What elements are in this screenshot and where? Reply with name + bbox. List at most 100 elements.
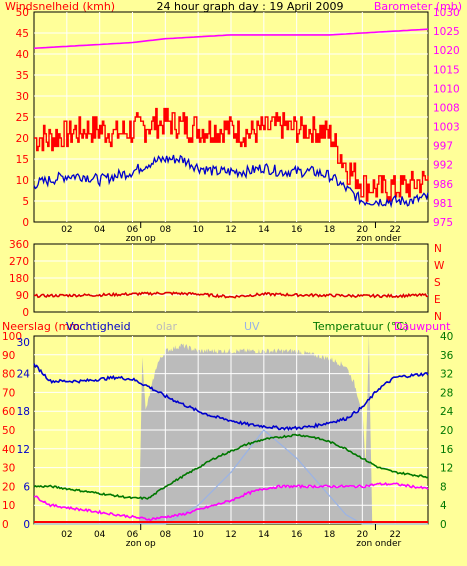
top-right-tick: 1025 [433, 26, 460, 38]
bot-right-tick: 28 [440, 387, 453, 399]
mid-direction-letter: S [434, 277, 441, 289]
top-left-tick: 40 [16, 49, 29, 61]
top-right-tick: 992 [433, 160, 453, 172]
bot-hour-label: 22 [389, 530, 400, 540]
bottom-dewpoint-title: Dauwpunt [394, 320, 451, 333]
bot-hour-label: 20 [357, 530, 369, 540]
bot-hour-label: 10 [192, 530, 204, 540]
top-left-axis-title: Windsnelheid (kmh) [5, 0, 115, 13]
bot-rain-tick: 18 [17, 406, 30, 418]
bot-rain-tick: 6 [23, 481, 30, 493]
bottom-uv-title: UV [244, 320, 260, 333]
bot-right-tick: 40 [440, 331, 453, 343]
top-right-tick: 1020 [433, 45, 460, 57]
wind-avg-series [33, 154, 429, 209]
top-hour-label: 12 [225, 225, 236, 235]
bot-left-tick: 10 [2, 500, 15, 512]
top-hour-label: 04 [94, 225, 106, 235]
bot-hour-label: 12 [225, 530, 236, 540]
mid-direction-letter: E [434, 294, 441, 306]
top-left-tick: 35 [16, 70, 29, 82]
bot-right-tick: 32 [440, 369, 453, 381]
bot-left-tick: 50 [2, 425, 15, 437]
top-hour-label: 18 [324, 225, 336, 235]
bot-left-tick: 20 [2, 481, 15, 493]
bottom-temperature-title: Temperatuur (°C) [312, 320, 408, 333]
mid-left-tick: 180 [9, 273, 29, 285]
bot-sunrise-label: zon op [126, 539, 156, 549]
top-right-tick: 975 [433, 217, 453, 229]
top-left-tick: 50 [16, 7, 29, 19]
top-hour-label: 08 [160, 225, 172, 235]
top-right-axis-title: Barometer (mb) [374, 0, 462, 13]
top-left-tick: 45 [16, 28, 29, 40]
top-right-tick: 1015 [433, 64, 460, 76]
dewpoint-series [33, 481, 429, 522]
bot-hour-label: 18 [324, 530, 336, 540]
bot-left-tick: 60 [2, 406, 15, 418]
top-left-tick: 30 [16, 91, 29, 103]
top-left-tick: 25 [16, 112, 29, 124]
top-right-tick: 1003 [433, 122, 460, 134]
top-hour-label: 02 [61, 225, 72, 235]
chart-title: 24 hour graph day : 19 April 2009 [157, 0, 344, 13]
bot-hour-label: 04 [94, 530, 106, 540]
bot-rain-tick: 24 [17, 369, 31, 381]
top-right-tick: 981 [433, 198, 453, 210]
top-hour-label: 14 [258, 225, 270, 235]
top-hour-label: 22 [389, 225, 400, 235]
bot-right-tick: 4 [440, 500, 447, 512]
mid-direction-letter: N [434, 311, 442, 323]
bot-left-tick: 40 [2, 444, 15, 456]
bottom-solar-title: olar [156, 320, 178, 333]
top-right-tick: 986 [433, 179, 453, 191]
top-hour-label: 06 [127, 225, 139, 235]
top-hour-label: 16 [291, 225, 303, 235]
bot-sunset-label: zon onder [356, 539, 401, 549]
top-panel: 5045403530252015105010301025102010151010… [16, 7, 460, 244]
top-left-tick: 0 [22, 217, 29, 229]
bot-hour-label: 08 [160, 530, 172, 540]
mid-direction-letter: N [434, 243, 442, 255]
top-sunset-label: zon onder [356, 234, 401, 244]
bot-left-tick: 90 [2, 350, 15, 362]
bot-hour-label: 16 [291, 530, 303, 540]
humidity-series [33, 363, 429, 432]
top-left-tick: 20 [16, 133, 29, 145]
bot-right-tick: 24 [440, 406, 454, 418]
bot-right-tick: 36 [440, 350, 454, 362]
top-hour-label: 10 [192, 225, 204, 235]
bot-right-tick: 8 [440, 481, 447, 493]
bot-hour-label: 02 [61, 530, 72, 540]
bot-left-tick: 70 [2, 387, 15, 399]
uv-series [34, 429, 428, 525]
bot-left-tick: 30 [2, 463, 15, 475]
mid-left-tick: 360 [9, 239, 29, 251]
bot-rain-tick: 12 [17, 444, 30, 456]
bottom-panel: 1009080706050403020100302418126040363228… [2, 331, 454, 549]
bot-left-tick: 100 [2, 331, 22, 343]
direction-series [33, 291, 429, 299]
barometer-series [33, 28, 429, 50]
top-right-tick: 1030 [433, 7, 460, 19]
bot-right-tick: 12 [440, 463, 453, 475]
top-right-tick: 997 [433, 141, 453, 153]
temperature-series [33, 433, 428, 501]
bottom-humidity-title: Vochtigheid [66, 320, 131, 333]
wind-gust-series [34, 107, 429, 202]
bot-hour-label: 14 [258, 530, 270, 540]
mid-left-tick: 90 [16, 290, 29, 302]
top-right-tick: 1008 [433, 102, 460, 114]
mid-left-tick: 270 [9, 256, 29, 268]
top-sunrise-label: zon op [126, 234, 156, 244]
top-left-tick: 5 [22, 196, 29, 208]
bot-right-tick: 16 [440, 444, 454, 456]
top-right-tick: 1010 [433, 83, 460, 95]
top-left-tick: 10 [16, 175, 29, 187]
bot-hour-label: 06 [127, 530, 139, 540]
mid-direction-letter: W [434, 260, 445, 272]
bottom-rain-title: Neerslag (mm [2, 320, 80, 333]
bot-right-tick: 0 [440, 519, 447, 531]
